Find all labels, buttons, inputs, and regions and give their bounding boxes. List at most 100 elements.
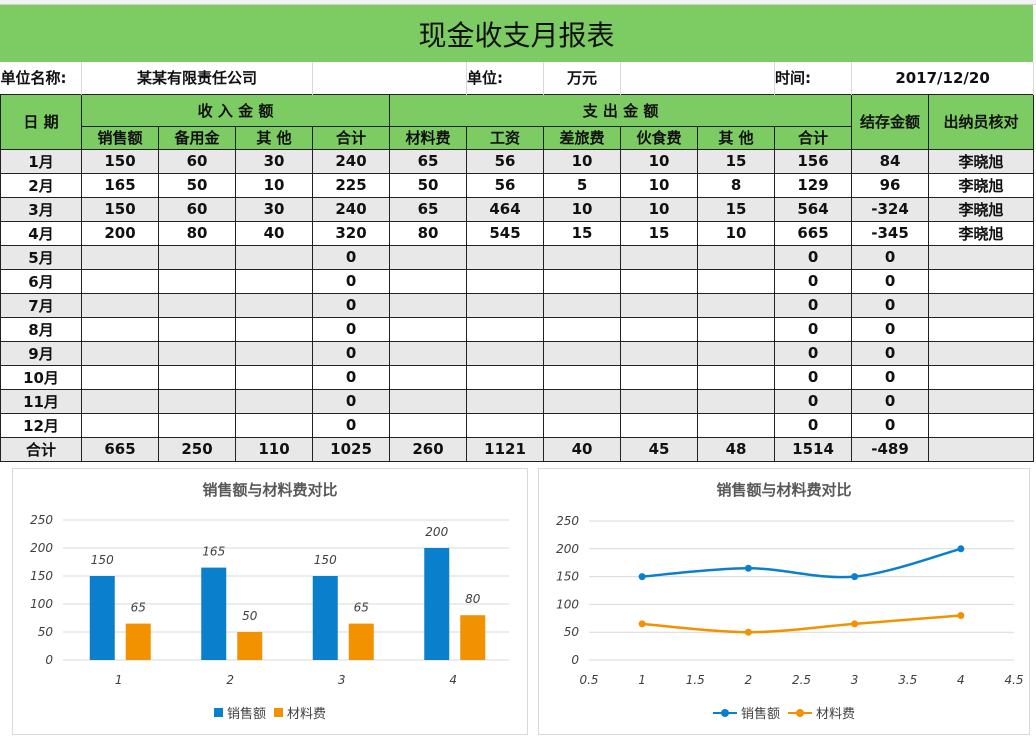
value-cell[interactable]	[928, 268, 1035, 294]
value-cell[interactable]: 84	[851, 148, 930, 174]
value-cell[interactable]: 30	[234, 196, 314, 222]
value-cell[interactable]	[928, 412, 1035, 438]
value-cell[interactable]: 10	[543, 148, 622, 174]
value-cell[interactable]: 0	[312, 364, 391, 390]
value-cell[interactable]	[81, 340, 159, 366]
value-cell[interactable]	[466, 268, 545, 294]
value-cell[interactable]: 260	[389, 436, 468, 462]
value-cell[interactable]: 0	[312, 292, 391, 318]
value-cell[interactable]: 1514	[774, 436, 853, 462]
value-cell[interactable]	[158, 292, 236, 318]
value-cell[interactable]	[697, 244, 776, 270]
month-cell[interactable]: 11月	[0, 388, 82, 414]
value-cell[interactable]	[158, 412, 236, 438]
value-cell[interactable]: 56	[466, 148, 545, 174]
value-cell[interactable]: -345	[851, 220, 930, 246]
value-cell[interactable]	[620, 388, 699, 414]
value-cell[interactable]	[928, 340, 1035, 366]
value-cell[interactable]	[81, 412, 159, 438]
value-cell[interactable]	[81, 316, 159, 342]
value-cell[interactable]: 0	[851, 388, 930, 414]
value-cell[interactable]: 250	[158, 436, 236, 462]
time-value[interactable]: 2017/12/20	[851, 62, 1035, 94]
value-cell[interactable]: 56	[466, 172, 545, 198]
value-cell[interactable]: 225	[312, 172, 391, 198]
value-cell[interactable]: 0	[851, 316, 930, 342]
month-cell[interactable]: 9月	[0, 340, 82, 366]
value-cell[interactable]: 10	[543, 196, 622, 222]
value-cell[interactable]: 5	[543, 172, 622, 198]
value-cell[interactable]: 0	[774, 340, 853, 366]
value-cell[interactable]: 0	[312, 244, 391, 270]
value-cell[interactable]	[234, 340, 314, 366]
value-cell[interactable]	[928, 388, 1035, 414]
value-cell[interactable]: 0	[851, 412, 930, 438]
value-cell[interactable]: 0	[312, 388, 391, 414]
value-cell[interactable]	[389, 268, 468, 294]
value-cell[interactable]	[928, 364, 1035, 390]
value-cell[interactable]	[543, 244, 622, 270]
month-cell[interactable]: 12月	[0, 412, 82, 438]
value-cell[interactable]: 50	[389, 172, 468, 198]
value-cell[interactable]	[81, 388, 159, 414]
value-cell[interactable]: 200	[81, 220, 159, 246]
value-cell[interactable]	[697, 292, 776, 318]
value-cell[interactable]: 10	[697, 220, 776, 246]
value-cell[interactable]	[158, 316, 236, 342]
value-cell[interactable]	[928, 244, 1035, 270]
value-cell[interactable]: 0	[774, 244, 853, 270]
value-cell[interactable]	[928, 436, 1035, 462]
value-cell[interactable]: 李晓旭	[928, 172, 1035, 198]
value-cell[interactable]: 150	[81, 148, 159, 174]
value-cell[interactable]	[234, 412, 314, 438]
value-cell[interactable]	[543, 388, 622, 414]
value-cell[interactable]: 240	[312, 196, 391, 222]
value-cell[interactable]	[697, 412, 776, 438]
value-cell[interactable]	[466, 364, 545, 390]
value-cell[interactable]: 110	[234, 436, 314, 462]
value-cell[interactable]: 50	[158, 172, 236, 198]
value-cell[interactable]	[543, 268, 622, 294]
value-cell[interactable]: 45	[620, 436, 699, 462]
value-cell[interactable]: 40	[234, 220, 314, 246]
month-cell[interactable]: 2月	[0, 172, 82, 198]
month-cell[interactable]: 7月	[0, 292, 82, 318]
value-cell[interactable]	[620, 292, 699, 318]
value-cell[interactable]	[234, 388, 314, 414]
value-cell[interactable]	[158, 268, 236, 294]
value-cell[interactable]: 320	[312, 220, 391, 246]
unit-value[interactable]: 万元	[543, 62, 622, 94]
value-cell[interactable]: 0	[851, 364, 930, 390]
value-cell[interactable]: 李晓旭	[928, 196, 1035, 222]
value-cell[interactable]: 165	[81, 172, 159, 198]
value-cell[interactable]	[389, 244, 468, 270]
value-cell[interactable]	[81, 364, 159, 390]
value-cell[interactable]: 15	[697, 148, 776, 174]
value-cell[interactable]	[234, 292, 314, 318]
value-cell[interactable]: 李晓旭	[928, 220, 1035, 246]
value-cell[interactable]	[466, 292, 545, 318]
value-cell[interactable]: 65	[389, 196, 468, 222]
value-cell[interactable]: 40	[543, 436, 622, 462]
value-cell[interactable]	[389, 364, 468, 390]
value-cell[interactable]	[234, 316, 314, 342]
company-name[interactable]: 某某有限责任公司	[81, 62, 314, 94]
value-cell[interactable]	[466, 316, 545, 342]
value-cell[interactable]	[234, 244, 314, 270]
value-cell[interactable]	[158, 244, 236, 270]
value-cell[interactable]: 48	[697, 436, 776, 462]
value-cell[interactable]	[543, 316, 622, 342]
value-cell[interactable]	[466, 412, 545, 438]
value-cell[interactable]: 0	[312, 340, 391, 366]
value-cell[interactable]: 1025	[312, 436, 391, 462]
value-cell[interactable]: 10	[620, 196, 699, 222]
value-cell[interactable]	[389, 340, 468, 366]
value-cell[interactable]: 545	[466, 220, 545, 246]
month-cell[interactable]: 8月	[0, 316, 82, 342]
empty-cell[interactable]	[620, 62, 776, 94]
value-cell[interactable]: 15	[620, 220, 699, 246]
value-cell[interactable]	[466, 388, 545, 414]
value-cell[interactable]	[389, 316, 468, 342]
value-cell[interactable]	[466, 244, 545, 270]
value-cell[interactable]: 8	[697, 172, 776, 198]
